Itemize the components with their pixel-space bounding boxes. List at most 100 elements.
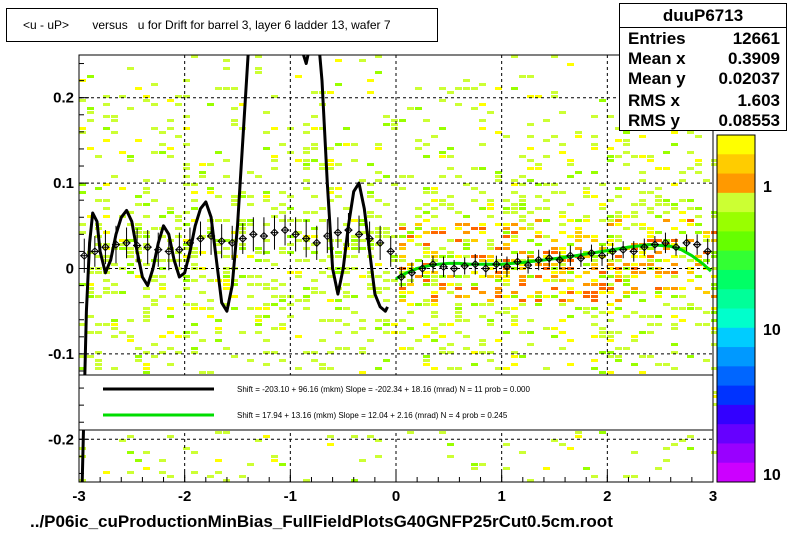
hist-cell (455, 295, 462, 298)
hist-cell (471, 287, 478, 290)
hist-cell (215, 195, 222, 198)
hist-cell (383, 323, 390, 326)
hist-cell (615, 223, 622, 226)
hist-cell (543, 267, 550, 270)
hist-cell (87, 147, 94, 150)
hist-cell (511, 87, 518, 90)
hist-cell (263, 435, 270, 438)
hist-cell (335, 319, 342, 322)
hist-cell (639, 315, 646, 318)
hist-cell (535, 219, 542, 222)
hist-cell (687, 435, 694, 438)
hist-cell (663, 259, 670, 262)
hist-cell (95, 351, 102, 354)
hist-cell (615, 267, 622, 270)
hist-cell (519, 215, 526, 218)
hist-cell (223, 287, 230, 290)
hist-cell (511, 295, 518, 298)
hist-cell (519, 331, 526, 334)
hist-cell (647, 331, 654, 334)
hist-cell (271, 303, 278, 306)
hist-cell (263, 315, 270, 318)
hist-cell (543, 183, 550, 186)
hist-cell (511, 355, 518, 358)
hist-cell (351, 479, 358, 482)
data-point (386, 247, 395, 256)
hist-cell (567, 299, 574, 302)
hist-cell (103, 207, 110, 210)
hist-cell (215, 151, 222, 154)
hist-cell (679, 199, 686, 202)
hist-cell (415, 303, 422, 306)
hist-cell (703, 239, 710, 242)
hist-cell (103, 255, 110, 258)
hist-cell (551, 247, 558, 250)
hist-cell (103, 127, 110, 130)
hist-cell (367, 195, 374, 198)
y-tick-label: -0.2 (48, 431, 74, 448)
hist-cell (615, 139, 622, 142)
hist-cell (431, 331, 438, 334)
hist-cell (463, 239, 470, 242)
hist-cell (351, 295, 358, 298)
hist-cell (407, 283, 414, 286)
hist-cell (423, 303, 430, 306)
hist-cell (479, 291, 486, 294)
hist-cell (455, 255, 462, 258)
hist-cell (335, 143, 342, 146)
hist-cell (79, 183, 86, 186)
hist-cell (263, 239, 270, 242)
hist-cell (87, 119, 94, 122)
hist-cell (327, 91, 334, 94)
hist-cell (391, 255, 398, 258)
hist-cell (647, 259, 654, 262)
hist-cell (359, 275, 366, 278)
hist-cell (175, 235, 182, 238)
hist-cell (671, 183, 678, 186)
hist-cell (511, 191, 518, 194)
hist-cell (631, 275, 638, 278)
hist-cell (303, 351, 310, 354)
hist-cell (623, 151, 630, 154)
hist-cell (687, 267, 694, 270)
hist-cell (671, 143, 678, 146)
hist-cell (671, 263, 678, 266)
hist-cell (159, 267, 166, 270)
hist-cell (495, 367, 502, 370)
hist-cell (367, 215, 374, 218)
hist-cell (639, 203, 646, 206)
hist-cell (343, 291, 350, 294)
hist-cell (399, 247, 406, 250)
hist-cell (551, 271, 558, 274)
hist-cell (399, 347, 406, 350)
hist-cell (431, 231, 438, 234)
hist-cell (247, 255, 254, 258)
hist-cell (367, 271, 374, 274)
hist-cell (135, 355, 142, 358)
hist-cell (519, 251, 526, 254)
hist-cell (199, 275, 206, 278)
hist-cell (303, 479, 310, 482)
hist-cell (599, 431, 606, 434)
color-step (717, 231, 755, 252)
hist-cell (287, 207, 294, 210)
hist-cell (255, 331, 262, 334)
hist-cell (687, 131, 694, 134)
hist-cell (575, 227, 582, 230)
hist-cell (399, 223, 406, 226)
hist-cell (231, 239, 238, 242)
hist-cell (255, 323, 262, 326)
hist-cell (407, 175, 414, 178)
hist-cell (447, 91, 454, 94)
hist-cell (471, 271, 478, 274)
hist-cell (135, 247, 142, 250)
data-point (502, 262, 512, 271)
hist-cell (215, 431, 222, 434)
hist-cell (167, 347, 174, 350)
stat-row-rms-x: RMS x 1.603 (628, 91, 780, 113)
data-point (428, 260, 438, 269)
hist-cell (351, 247, 358, 250)
hist-cell (351, 143, 358, 146)
hist-cell (519, 199, 526, 202)
hist-cell (615, 215, 622, 218)
